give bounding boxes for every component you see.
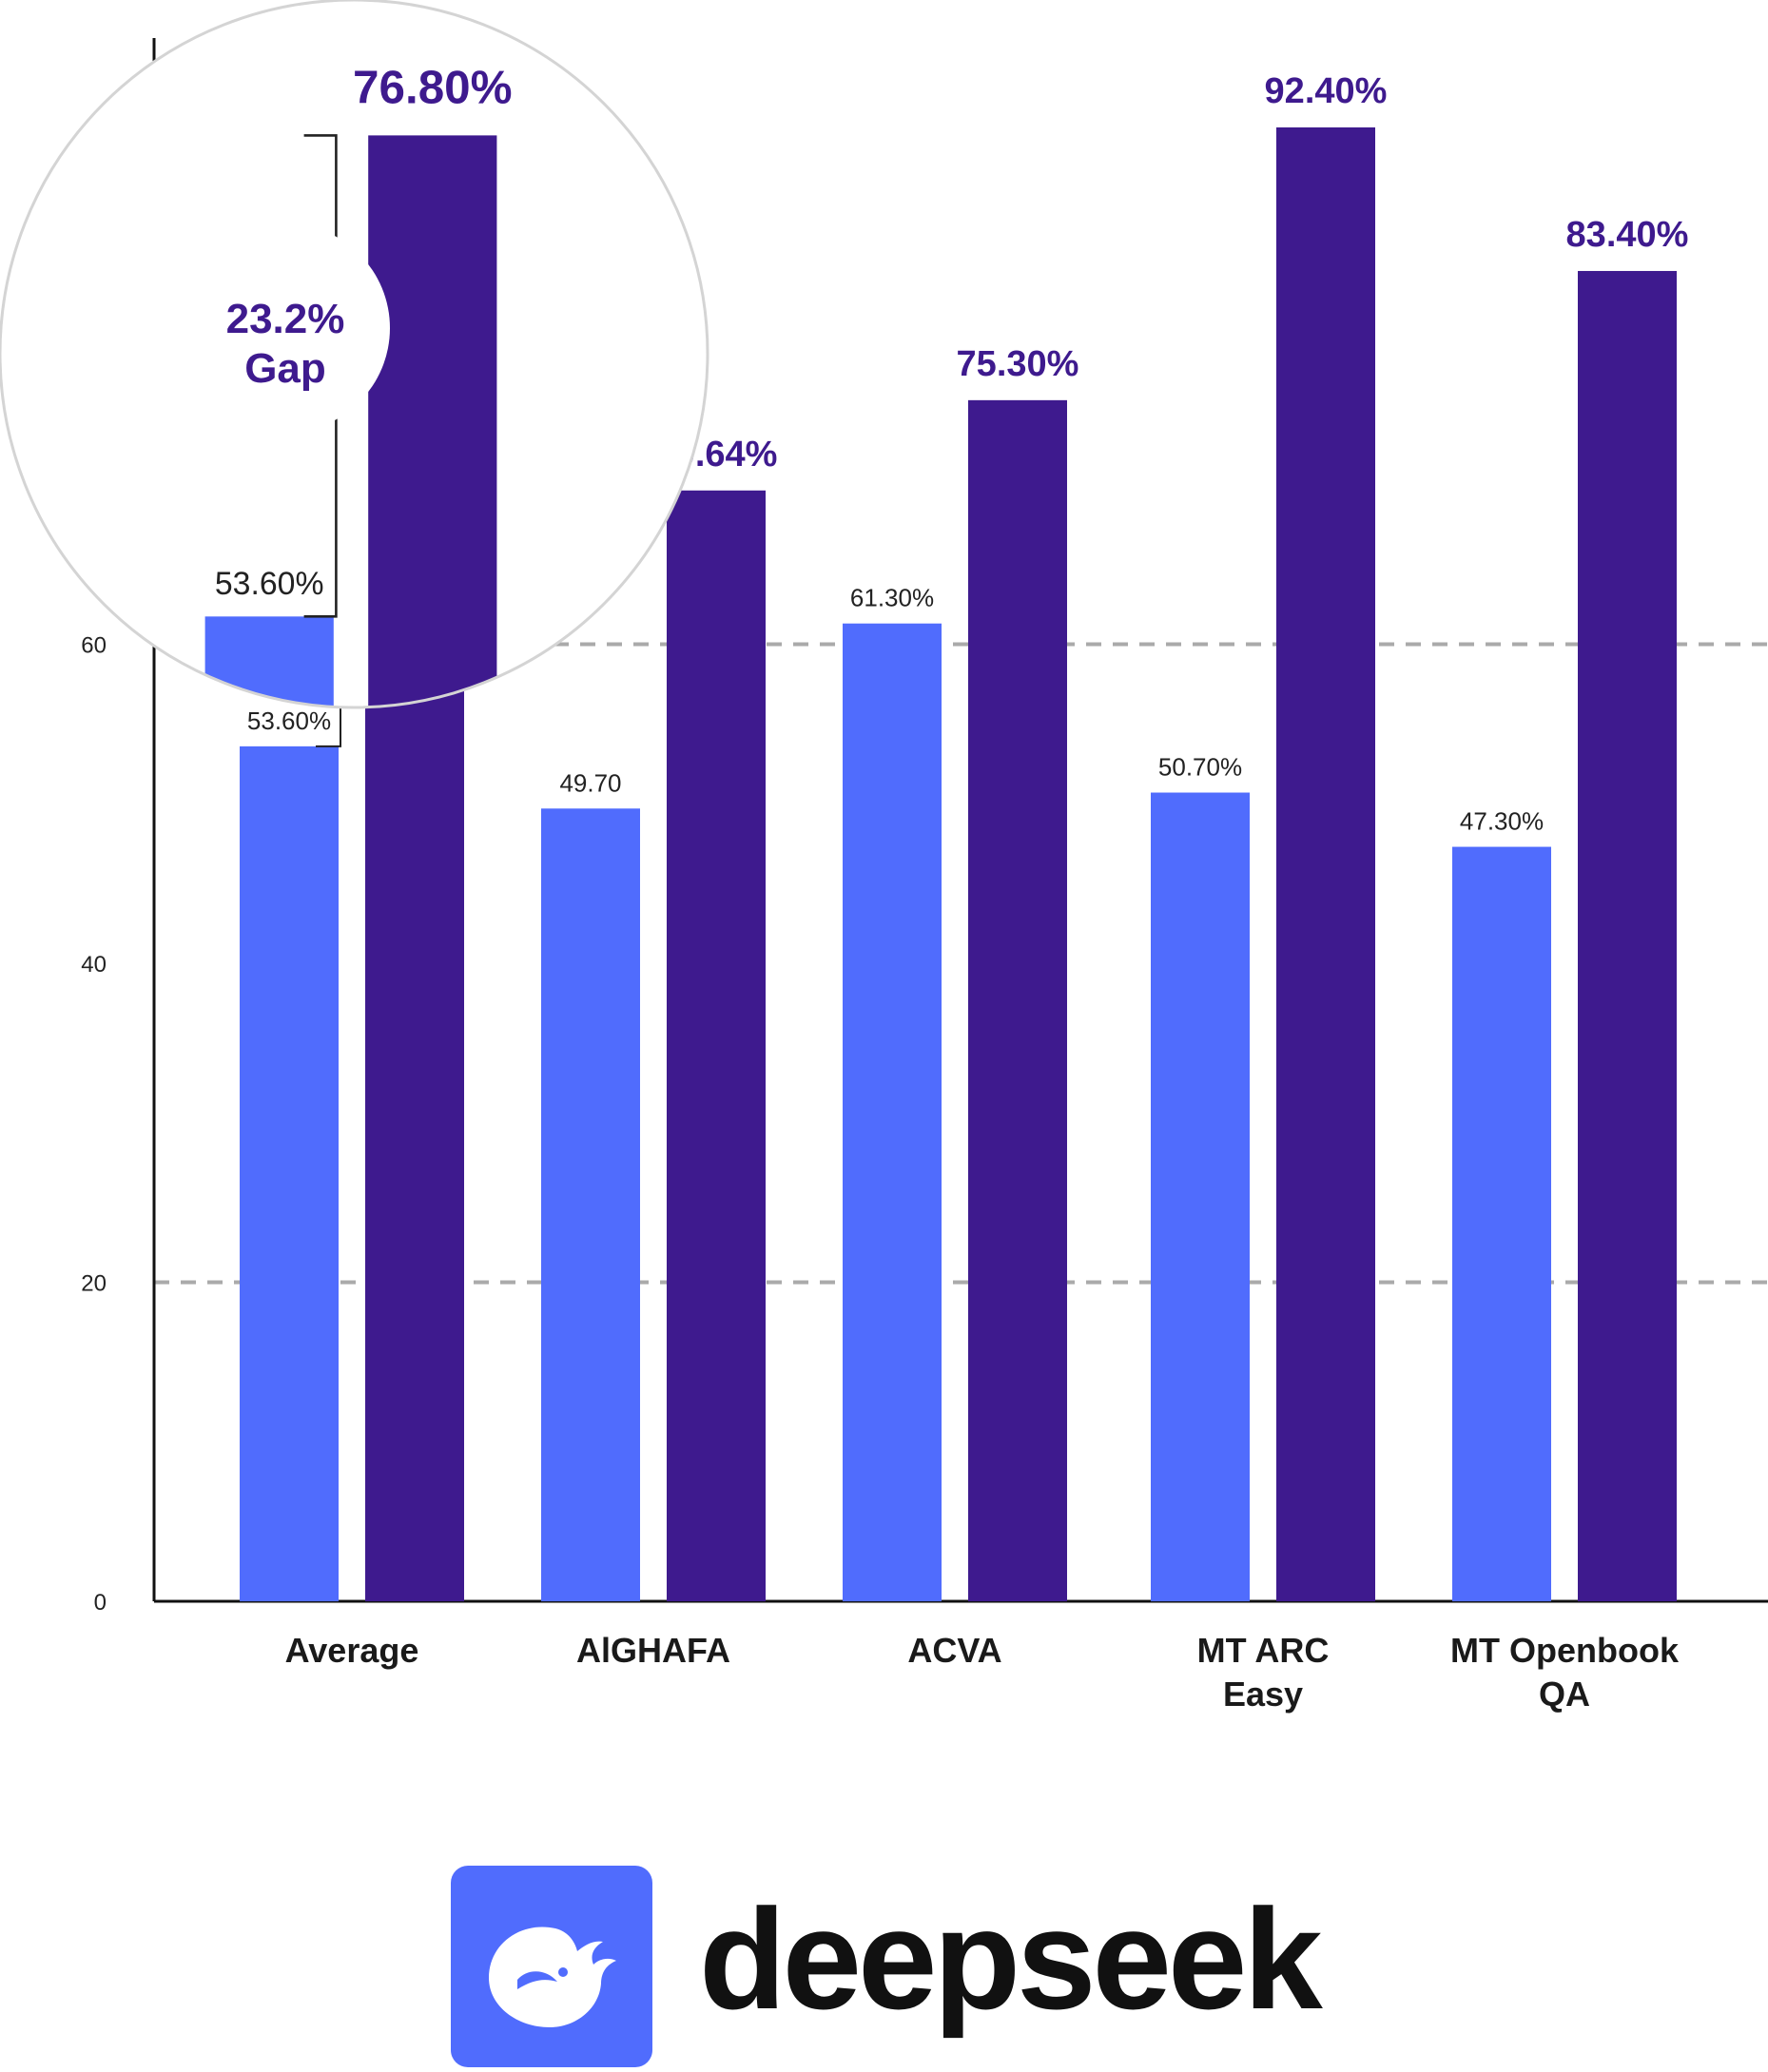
whale-icon	[451, 1866, 652, 2067]
y-tick-label: 60	[81, 633, 107, 659]
gap-value: 23.2%	[226, 296, 345, 342]
bar-series-b	[1578, 270, 1677, 1602]
bar-series-b	[667, 490, 766, 1601]
x-category-label: MT Openbook QA	[1450, 1631, 1680, 1714]
data-label-a: 61.30%	[850, 584, 934, 612]
y-tick-label: 20	[81, 1271, 107, 1297]
x-category-line: MT Openbook	[1450, 1631, 1680, 1670]
bar-series-a	[843, 623, 942, 1601]
data-label-b: 69.64%	[745, 210, 904, 262]
bar-series-a	[1452, 846, 1551, 1601]
x-axis-categories: Average AlGHAFA ACVA MT ARC Easy MT Openbook Q…	[285, 1631, 1680, 1714]
lens-border	[0, 0, 709, 709]
data-label-a: 53.60%	[247, 707, 331, 735]
bar-series-a	[240, 746, 339, 1601]
brand-wordmark: deepseek	[699, 1879, 1323, 2039]
gap-bubble	[181, 223, 390, 433]
bar-series-b	[368, 135, 497, 707]
data-label-b: 92.40%	[1265, 71, 1388, 111]
bar-series-a	[1151, 792, 1250, 1601]
data-label-b: 75.30%	[957, 344, 1079, 384]
x-category-line: MT ARC	[1197, 1631, 1330, 1670]
x-category-label: AlGHAFA	[576, 1631, 730, 1670]
x-category-line: Easy	[1223, 1675, 1303, 1714]
bar-series-b	[1276, 127, 1375, 1601]
x-category-line: QA	[1539, 1675, 1590, 1714]
data-label-a: 49.70	[559, 768, 621, 797]
data-label-a: 53.60%	[215, 566, 324, 602]
data-label-b: 76.80%	[353, 62, 513, 114]
x-category-label: MT ARC Easy	[1197, 1631, 1330, 1714]
y-tick-label: 40	[81, 952, 107, 978]
data-label-b: 83.40%	[1566, 215, 1689, 255]
x-category-line: Average	[285, 1631, 419, 1670]
x-category-line: ACVA	[907, 1631, 1001, 1670]
data-label-a: 47.30%	[1460, 807, 1544, 836]
gap-label: Gap	[244, 345, 326, 392]
bar-series-b	[968, 399, 1067, 1602]
data-label-a: 50.70%	[1158, 753, 1242, 782]
y-tick-label: 80	[0, 53, 32, 87]
bar-series-a	[541, 808, 640, 1601]
x-category-label: Average	[285, 1631, 419, 1670]
x-category-label: ACVA	[907, 1631, 1001, 1670]
deepseek-logo	[451, 1866, 652, 2067]
y-tick-label: 0	[94, 1590, 107, 1616]
magnifier-lens: 8053.60%76.80%49.7069.64%61.30%75.30%50.…	[0, 0, 904, 709]
x-category-line: AlGHAFA	[576, 1631, 730, 1670]
bar-chart: 0 20 40 60 80 53.60% 76.80% 49.70 69.64% 61.30% 7…	[0, 0, 1768, 1714]
